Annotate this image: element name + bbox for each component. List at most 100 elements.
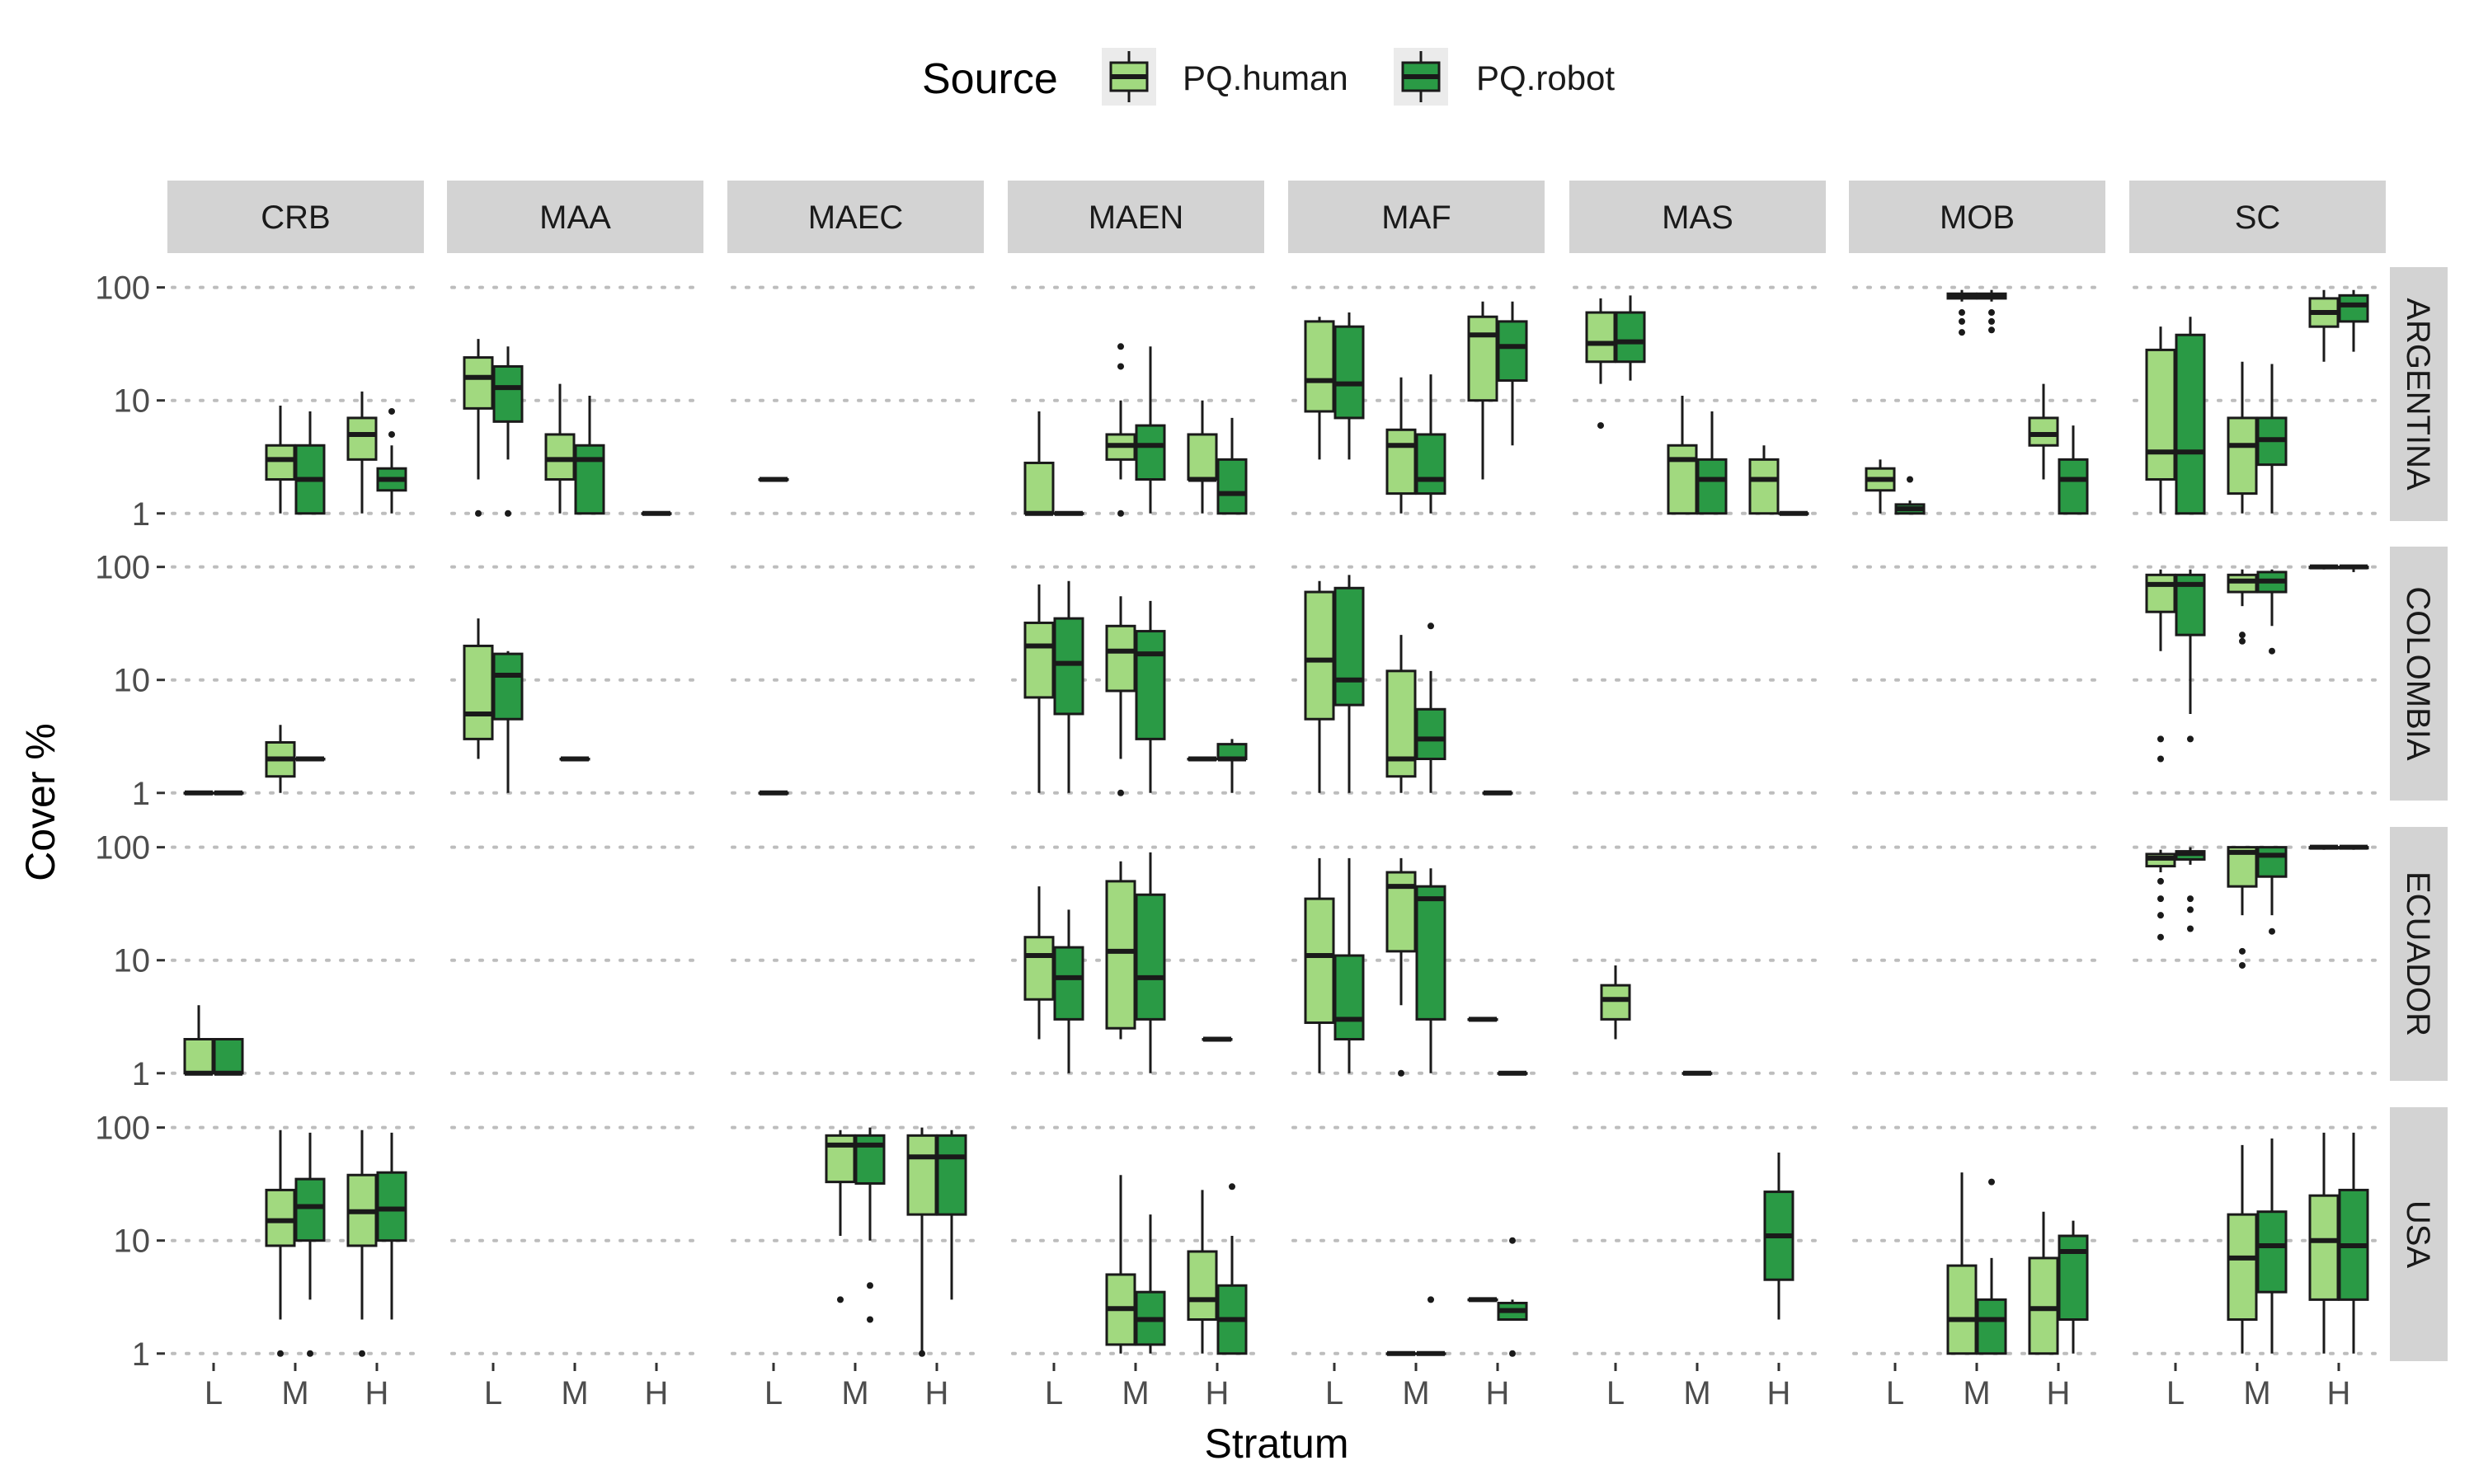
outlier-point <box>1509 1237 1516 1244</box>
legend-label-pq-human: PQ.human <box>1183 59 1348 97</box>
box-argentina-mob-m-pq-robot <box>1976 289 2007 334</box>
x-tick-label-h: H <box>2047 1375 2071 1411</box>
x-tick-label-m: M <box>1683 1375 1710 1411</box>
box-iqr <box>1415 433 1446 495</box>
box-iqr <box>294 1177 326 1242</box>
box-colombia-maen-l-pq-robot <box>1053 580 1084 793</box>
box-colombia-sc-l-pq-robot <box>2175 569 2206 743</box>
box-argentina-maa-l-pq-robot <box>492 346 524 517</box>
box-argentina-mob-l-pq-human <box>1865 459 1896 514</box>
box-argentina-maf-m-pq-robot <box>1415 374 1446 514</box>
box-iqr <box>1696 458 1728 515</box>
box-usa-sc-h-pq-human <box>2308 1132 2340 1354</box>
y-tick-label: 10 <box>114 383 151 420</box>
box-iqr <box>2308 1194 2340 1301</box>
box-iqr <box>2256 846 2288 878</box>
box-iqr <box>463 356 494 410</box>
box-iqr <box>1467 315 1498 402</box>
x-tick-label-m: M <box>281 1375 308 1411</box>
outlier-point <box>1959 309 1965 317</box>
row-label-argentina: ARGENTINA <box>2400 298 2436 491</box>
x-tick-label-l: L <box>1606 1375 1625 1411</box>
x-tick-label-l: L <box>1325 1375 1343 1411</box>
box-argentina-mas-h-pq-human <box>1748 445 1780 515</box>
box-iqr <box>1415 885 1446 1021</box>
box-ecuador-maf-h-pq-human <box>1467 1017 1498 1022</box>
x-tick-label-l: L <box>1886 1375 1904 1411</box>
box-colombia-maen-m-pq-robot <box>1135 600 1166 793</box>
x-tick-label-h: H <box>365 1375 389 1411</box>
facet-strip-maen <box>1008 181 1264 253</box>
box-usa-crb-h-pq-robot <box>376 1132 407 1320</box>
box-iqr <box>1333 325 1365 420</box>
outlier-point <box>919 1350 925 1357</box>
outlier-point <box>277 1350 284 1357</box>
outlier-point <box>2269 647 2275 655</box>
box-argentina-maa-m-pq-robot <box>574 396 605 515</box>
box-colombia-maen-h-pq-robot <box>1216 739 1248 793</box>
box-iqr <box>1333 586 1365 707</box>
x-tick-label-m: M <box>2243 1375 2270 1411</box>
box-usa-maf-h-pq-human <box>1467 1297 1498 1303</box>
x-tick-label-h: H <box>2327 1375 2351 1411</box>
legend-key-pq-human <box>1102 48 1156 106</box>
outlier-point <box>2187 906 2194 913</box>
box-ecuador-sc-l-pq-robot <box>2175 847 2206 932</box>
box-iqr <box>2175 333 2206 515</box>
facet-label-mas: MAS <box>1662 200 1733 236</box>
outlier-point <box>2187 895 2194 903</box>
box-colombia-maf-m-pq-human <box>1385 635 1417 793</box>
facet-label-mob: MOB <box>1940 200 2015 236</box>
row-label-usa: USA <box>2400 1200 2436 1269</box>
box-colombia-crb-l-pq-human <box>183 790 214 796</box>
box-argentina-maec-l-pq-robot <box>758 477 789 482</box>
outlier-point <box>388 407 395 415</box>
box-usa-maen-m-pq-robot <box>1135 1214 1166 1354</box>
box-argentina-sc-l-pq-human <box>2145 326 2176 514</box>
y-tick-label: 100 <box>95 1111 150 1147</box>
x-tick-label-m: M <box>1402 1375 1429 1411</box>
x-tick-label-l: L <box>2166 1375 2185 1411</box>
row-strip-ecuador <box>2390 827 2448 1081</box>
box-usa-crb-m-pq-robot <box>294 1132 326 1357</box>
x-tick-label-m: M <box>1122 1375 1149 1411</box>
box-iqr <box>1023 621 1055 699</box>
facet-strip-maec <box>727 181 984 253</box>
box-colombia-maf-h-pq-robot <box>1482 790 1513 796</box>
box-usa-maec-m-pq-robot <box>854 1127 886 1323</box>
box-argentina-maf-l-pq-robot <box>1333 312 1365 460</box>
y-tick-label: 1 <box>132 1336 150 1373</box>
box-iqr <box>2058 458 2089 515</box>
y-tick-label: 10 <box>114 943 151 979</box>
box-iqr <box>1216 458 1248 515</box>
box-usa-crb-m-pq-human <box>265 1129 296 1357</box>
outlier-point <box>2157 895 2164 903</box>
box-iqr <box>1023 936 1055 1001</box>
y-tick-label: 1 <box>132 776 150 812</box>
box-usa-sc-m-pq-robot <box>2256 1138 2288 1354</box>
box-iqr <box>2256 1210 2288 1294</box>
row-strip-colombia <box>2390 547 2448 801</box>
outlier-point <box>2157 755 2164 763</box>
x-tick-label-l: L <box>205 1375 223 1411</box>
box-iqr <box>1976 1298 2007 1355</box>
box-colombia-maf-l-pq-robot <box>1333 575 1365 793</box>
box-argentina-mob-h-pq-human <box>2028 383 2059 480</box>
outlier-point <box>2157 735 2164 743</box>
x-tick-label-h: H <box>1486 1375 1510 1411</box>
facet-label-sc: SC <box>2235 200 2281 236</box>
box-iqr <box>1105 880 1136 1030</box>
outlier-point <box>1117 789 1124 796</box>
box-iqr <box>346 416 378 461</box>
box-argentina-maen-m-pq-robot <box>1135 346 1166 514</box>
box-colombia-maa-l-pq-robot <box>492 650 524 793</box>
box-iqr <box>574 444 605 515</box>
x-tick-label-h: H <box>1767 1375 1791 1411</box>
outlier-point <box>2269 928 2275 935</box>
box-iqr <box>213 1038 244 1075</box>
box-ecuador-maf-m-pq-human <box>1385 857 1417 1077</box>
box-argentina-maa-m-pq-human <box>544 383 576 514</box>
row-strip-usa <box>2390 1107 2448 1361</box>
box-argentina-crb-h-pq-robot <box>376 407 407 514</box>
box-colombia-maen-m-pq-human <box>1105 596 1136 796</box>
